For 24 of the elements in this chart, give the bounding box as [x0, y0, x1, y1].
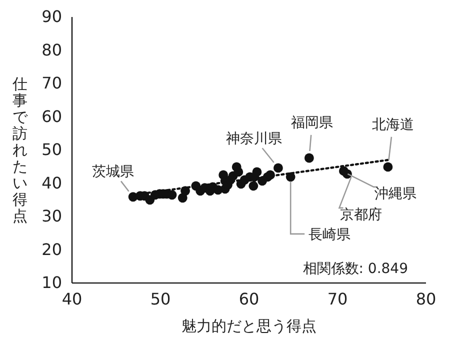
x-axis-title: 魅力的だと思う得点: [182, 317, 316, 335]
x-tick-label: 80: [416, 289, 436, 308]
x-tick-label: 70: [327, 289, 348, 308]
annotation: 福岡県: [291, 114, 334, 131]
x-tick-label: 60: [238, 289, 260, 308]
x-tick-label: 40: [62, 289, 82, 308]
text: 仕事で訪れたい得点: [12, 75, 28, 225]
y-tick-label: 70: [42, 74, 62, 93]
annotation: 沖縄県: [374, 186, 417, 202]
annotation: 北海道: [372, 116, 414, 133]
y-tick-label: 50: [42, 140, 62, 160]
y-tick-label: 30: [42, 206, 62, 226]
y-tick-label: 90: [42, 7, 62, 26]
y-tick-label: 20: [42, 240, 62, 259]
x-tick-label: 50: [150, 289, 171, 308]
annotation: 茨城県: [92, 164, 134, 180]
annotation: 長崎県: [308, 226, 351, 243]
annotation: 神奈川県: [226, 130, 282, 147]
annotation: 京都府: [340, 206, 382, 223]
y-tick-label: 10: [42, 273, 62, 292]
y-tick-label: 80: [42, 40, 62, 60]
annotation: 相関係数: 0.849: [302, 261, 408, 277]
y-tick-label: 40: [42, 173, 62, 192]
y-tick-label: 60: [42, 106, 62, 126]
